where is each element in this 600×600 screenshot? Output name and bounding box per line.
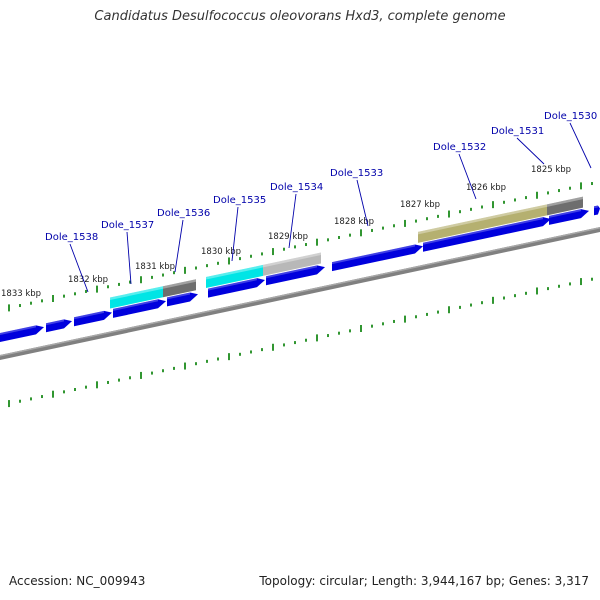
feature-block-lightgray-highlight [263,252,321,268]
gene-label: Dole_1535 [213,195,266,206]
gene-leader-line [288,193,297,249]
feature-block-cyan-highlight [206,264,263,280]
cds-arrow-highlight [332,244,415,265]
cds-arrow [167,292,198,307]
feature-block-cyan-highlight [110,286,163,301]
feature-track [0,196,600,342]
gene-label: Dole_1530 [544,111,597,122]
inner-tick-track [8,277,593,408]
feature-block-gray [547,196,583,216]
cds-arrow [423,217,551,252]
gene-label: Dole_1532 [433,142,486,153]
feature-block-gray-highlight [163,279,196,289]
gene-leader-line [174,219,184,273]
cds-arrow-highlight [549,209,581,218]
feature-block-lightgray [263,252,321,276]
scale-label: 1831 kbp [135,262,175,272]
feature-block-gray [163,279,196,298]
gene-leader-line [231,206,239,262]
gene-leader-line [126,231,132,285]
cds-arrow-highlight [46,319,64,326]
gene-label: Dole_1534 [270,182,323,193]
feature-block-olive-highlight [418,204,547,235]
scale-label: 1833 kbp [1,289,41,299]
cds-arrow [0,325,44,342]
cds-arrow [549,209,589,225]
gene-leader-line [569,122,592,169]
gene-leader-line [356,179,369,227]
scale-label: 1826 kbp [466,183,506,193]
cds-arrow-highlight [167,292,190,300]
backbone-highlight [0,227,600,357]
cds-arrow-highlight [113,299,158,311]
scale-label: 1828 kbp [334,217,374,227]
feature-block-cyan [110,286,163,309]
gene-label: Dole_1533 [330,168,383,179]
cds-arrow [332,244,423,272]
gene-label: Dole_1531 [491,126,544,137]
feature-block-olive [418,204,547,243]
cds-arrow [266,265,325,286]
gene-label: Dole_1538 [45,232,98,243]
scale-label: 1827 kbp [400,200,440,210]
outer-tick-track [8,182,593,312]
gene-label: Dole_1536 [157,208,210,219]
accession-text: Accession: NC_009943 [9,574,146,588]
cds-arrow [594,205,600,216]
genome-title: Candidatus Desulfococcus oleovorans Hxd3… [94,9,506,24]
gene-leader-line [69,243,89,293]
cds-arrow-highlight [266,265,317,279]
cds-arrow-highlight [423,217,543,245]
scale-labels: 1833 kbp 1832 kbp 1831 kbp 1830 kbp 1829 kbp… [1,165,571,299]
feature-block-cyan [206,264,263,289]
cds-arrow [208,278,265,298]
cds-arrow-highlight [208,278,257,291]
cds-arrow [113,299,166,318]
cds-arrow-highlight [0,325,36,335]
gene-leader-line [516,137,545,165]
scale-label: 1830 kbp [201,247,241,257]
gene-leader-line [458,153,477,200]
cds-arrow-highlight [74,310,104,320]
cds-arrow [74,310,112,327]
scale-label: 1832 kbp [68,275,108,285]
scale-label: 1829 kbp [268,232,308,242]
genome-summary-text: Topology: circular; Length: 3,944,167 bp… [259,574,589,588]
feature-block-gray-highlight [547,196,583,207]
cds-arrow [46,319,72,333]
gene-label: Dole_1537 [101,220,154,231]
scale-label: 1825 kbp [531,165,571,175]
genome-backbone [0,227,600,360]
cds-arrow-highlight [594,205,598,209]
